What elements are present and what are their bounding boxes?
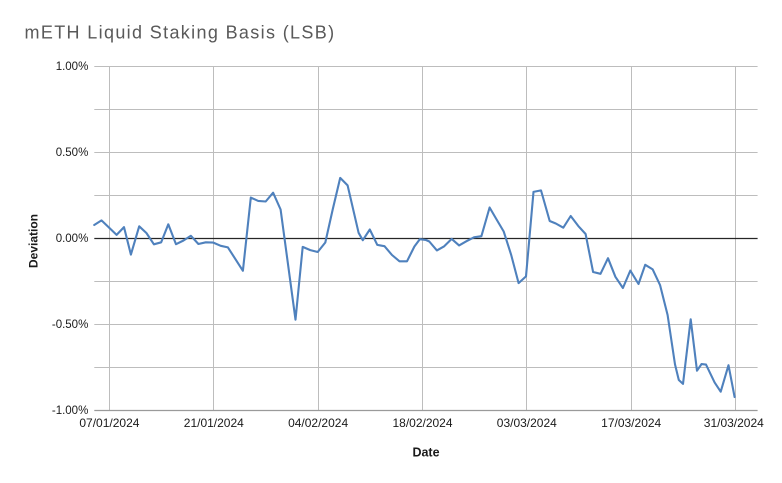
svg-text:04/02/2024: 04/02/2024 [288,416,348,430]
svg-text:0.50%: 0.50% [56,147,89,159]
svg-text:03/03/2024: 03/03/2024 [497,416,557,430]
svg-text:31/03/2024: 31/03/2024 [704,416,764,430]
svg-text:Deviation: Deviation [27,214,41,268]
svg-text:-1.00%: -1.00% [52,405,88,417]
svg-text:-0.50%: -0.50% [52,319,88,331]
svg-text:18/02/2024: 18/02/2024 [392,416,452,430]
svg-text:1.00%: 1.00% [56,61,89,73]
svg-text:21/01/2024: 21/01/2024 [184,416,244,430]
svg-text:0.00%: 0.00% [56,233,89,245]
svg-text:07/01/2024: 07/01/2024 [79,416,139,430]
svg-text:17/03/2024: 17/03/2024 [601,416,661,430]
svg-text:mETH Liquid Staking Basis (LSB: mETH Liquid Staking Basis (LSB) [25,23,336,43]
svg-text:Date: Date [412,446,439,460]
